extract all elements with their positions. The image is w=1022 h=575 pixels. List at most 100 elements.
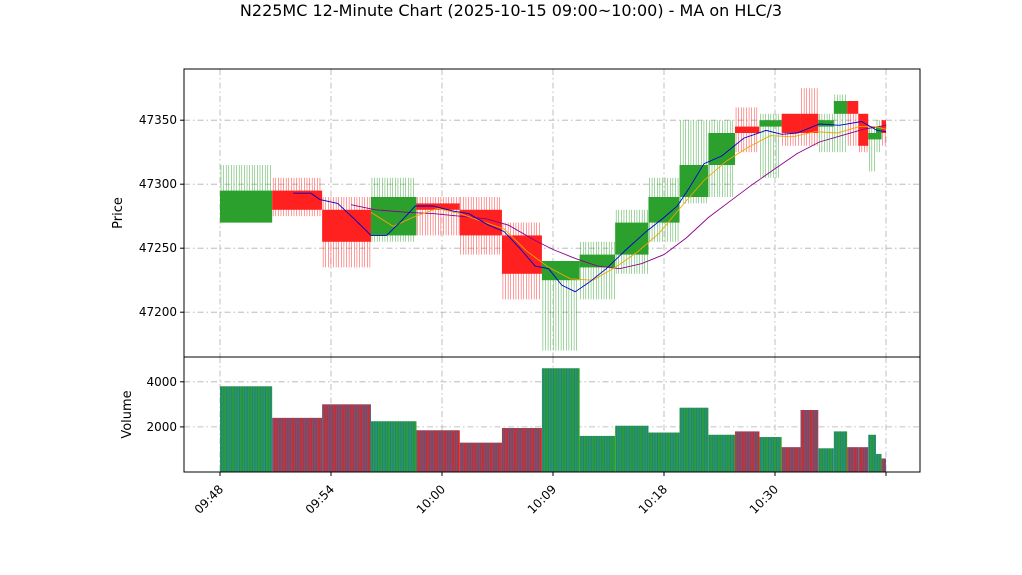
volume-bar-body <box>220 386 273 472</box>
x-tick-label: 09:54 <box>303 482 337 516</box>
price-y-tick-label: 47300 <box>139 177 177 191</box>
ma-mid-line <box>370 126 887 281</box>
volume-bar-body <box>818 448 834 472</box>
volume-bar <box>322 404 371 472</box>
candle <box>759 113 782 178</box>
price-grid <box>184 69 920 357</box>
candle-body <box>579 254 616 268</box>
candle <box>272 177 323 217</box>
candle <box>833 94 848 153</box>
candle-body <box>800 113 819 133</box>
volume-bar-body <box>881 458 886 472</box>
candle <box>541 261 580 351</box>
candle-body <box>648 197 680 223</box>
price-frame <box>183 68 921 358</box>
volume-bar <box>847 447 859 472</box>
candle <box>416 197 460 236</box>
volume-y-ticks: 2000 4000 <box>146 375 184 434</box>
candle <box>868 126 877 172</box>
price-y-axis-label: Price <box>111 197 126 229</box>
volume-bar-body <box>416 430 460 472</box>
chart-title: N225MC 12-Minute Chart (2025-10-15 09:00… <box>240 1 782 20</box>
candle <box>322 197 371 268</box>
ma-short-line <box>293 121 887 293</box>
volume-bar <box>220 386 273 472</box>
volume-y-axis-label: Volume <box>120 390 135 438</box>
volume-bar <box>416 430 460 472</box>
price-y-ticks: 47200 47250 47300 47350 <box>139 113 184 319</box>
volume-bar <box>370 421 417 472</box>
price-y-tick-label: 47350 <box>139 113 177 127</box>
candle <box>220 165 273 223</box>
volume-bar-body <box>759 437 782 472</box>
candle <box>876 120 882 153</box>
volume-bar-body <box>501 428 542 472</box>
x-tick-label: 10:30 <box>747 482 781 516</box>
candle <box>648 177 680 242</box>
x-tick-label: 10:18 <box>636 482 670 516</box>
price-panel: 47200 47250 47300 47350 Price <box>111 68 921 358</box>
candle <box>781 113 801 146</box>
candle <box>858 113 869 153</box>
volume-bar <box>708 434 736 472</box>
candle-body <box>868 133 877 140</box>
volume-bar <box>272 417 323 472</box>
volume-bars <box>220 368 886 472</box>
candle-body <box>220 190 273 223</box>
volume-bar-body <box>876 453 882 472</box>
candle-body <box>881 120 886 133</box>
volume-bar <box>818 448 834 472</box>
volume-bar <box>501 428 542 472</box>
candle <box>679 120 709 204</box>
ma-long-line <box>350 124 887 270</box>
candle <box>881 120 886 146</box>
x-tick-label: 10:00 <box>414 482 448 516</box>
candle <box>579 241 616 300</box>
candle-body <box>541 261 580 281</box>
volume-bar-body <box>858 447 869 472</box>
volume-bar <box>579 435 616 472</box>
volume-bar <box>541 368 580 472</box>
candle-body <box>615 222 649 255</box>
volume-y-tick-label: 4000 <box>146 375 177 389</box>
volume-bar <box>881 458 886 472</box>
candle-body <box>416 203 460 210</box>
candle-body <box>322 209 371 242</box>
candle-body <box>501 235 542 274</box>
volume-y-tick-label: 2000 <box>146 420 177 434</box>
volume-bar <box>648 432 680 472</box>
volume-bar <box>800 409 819 472</box>
candle-body <box>818 120 834 127</box>
candle-body <box>847 101 859 114</box>
x-tick-label: 10:09 <box>525 482 559 516</box>
price-y-tick-label: 47250 <box>139 241 177 255</box>
x-axis-ticks: 09:48 09:54 10:00 10:09 10:18 10:30 <box>192 472 887 517</box>
candle <box>501 222 542 300</box>
volume-bar <box>781 447 801 472</box>
volume-bar <box>876 453 882 472</box>
volume-bar <box>759 437 782 472</box>
candle-body <box>272 190 323 210</box>
volume-bar <box>459 442 502 472</box>
volume-bar <box>615 425 649 472</box>
volume-bar-body <box>847 447 859 472</box>
x-tick-label: 09:48 <box>192 482 226 516</box>
candle-body <box>735 126 760 133</box>
volume-bar <box>735 431 760 472</box>
volume-panel: 2000 4000 Volume <box>120 356 921 473</box>
volume-bar <box>833 431 848 472</box>
volume-frame <box>183 356 921 473</box>
candle-body <box>781 113 801 133</box>
candle-body <box>459 209 502 236</box>
volume-bar <box>858 447 869 472</box>
candle <box>800 88 819 146</box>
candle <box>735 107 760 153</box>
volume-bar <box>868 434 877 472</box>
price-y-tick-label: 47200 <box>139 305 177 319</box>
volume-bar <box>679 407 709 472</box>
candle-body <box>833 101 848 114</box>
candle-body <box>876 126 882 140</box>
volume-bar-body <box>648 432 680 472</box>
candle-body <box>759 120 782 127</box>
